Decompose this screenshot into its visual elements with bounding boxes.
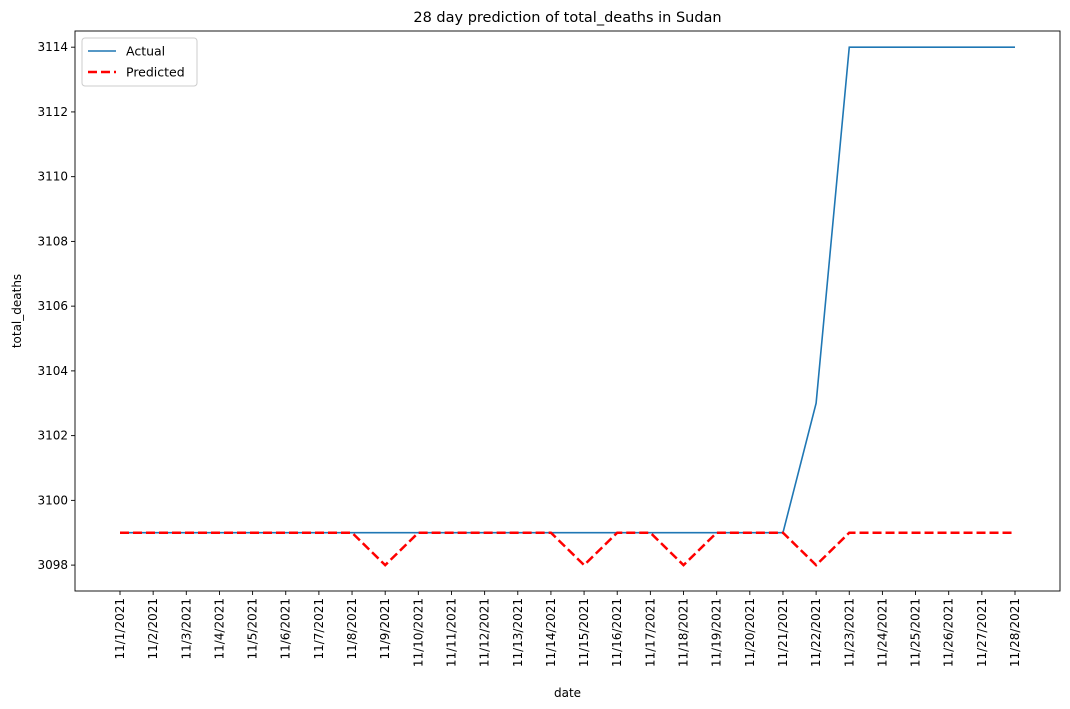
x-tick-label: 11/25/2021 (909, 598, 923, 667)
legend-label-actual: Actual (126, 44, 165, 59)
y-tick-label: 3098 (37, 558, 68, 572)
series-layer (120, 46, 1015, 567)
x-axis: 11/1/2021 11/2/2021 11/3/2021 11/4/2021 11/5… (113, 591, 1022, 667)
x-tick-label: 11/21/2021 (776, 598, 790, 667)
x-tick-label: 11/8/2021 (345, 598, 359, 660)
x-tick-label: 11/13/2021 (511, 598, 525, 667)
x-tick-label: 11/17/2021 (643, 598, 657, 667)
x-tick-label: 11/18/2021 (677, 598, 691, 667)
x-tick-label: 11/28/2021 (1008, 598, 1022, 667)
y-tick-label: 3100 (37, 493, 68, 507)
legend-box (81, 37, 198, 87)
x-tick-label: 11/20/2021 (743, 598, 757, 667)
y-tick-label: 3108 (37, 234, 68, 248)
y-tick-label: 3110 (37, 170, 68, 184)
x-tick-label: 11/14/2021 (544, 598, 558, 667)
x-tick-label: 11/22/2021 (809, 598, 823, 667)
series-line-predicted (120, 531, 1015, 567)
y-axis: 3098 3100 3102 3104 3106 3108 3110 3112 3114 (37, 40, 75, 572)
y-tick-label: 3106 (37, 299, 68, 313)
x-tick-label: 11/4/2021 (212, 598, 226, 660)
y-tick-label: 3102 (37, 429, 68, 443)
x-tick-label: 11/2/2021 (146, 598, 160, 660)
y-tick-label: 3114 (37, 40, 68, 54)
plot-frame (74, 30, 1061, 592)
x-tick-label: 11/16/2021 (610, 598, 624, 667)
y-tick-label: 3104 (37, 364, 68, 378)
x-tick-label: 11/3/2021 (179, 598, 193, 660)
legend: Actual Predicted (81, 37, 198, 87)
y-tick-label: 3112 (37, 105, 68, 119)
x-tick-label: 11/11/2021 (444, 598, 458, 667)
x-tick-label: 11/6/2021 (279, 598, 293, 660)
x-tick-label: 11/7/2021 (312, 598, 326, 660)
y-axis-title: total_deaths (10, 274, 24, 348)
x-tick-label: 11/12/2021 (478, 598, 492, 667)
plot-area (74, 30, 1061, 592)
x-tick-label: 11/24/2021 (875, 598, 889, 667)
x-tick-label: 11/26/2021 (942, 598, 956, 667)
x-axis-title: date (554, 686, 581, 700)
legend-label-predicted: Predicted (126, 65, 185, 80)
x-tick-label: 11/9/2021 (378, 598, 392, 660)
x-tick-label: 11/19/2021 (710, 598, 724, 667)
x-tick-label: 11/10/2021 (411, 598, 425, 667)
x-tick-label: 11/1/2021 (113, 598, 127, 660)
series-line-actual (120, 46, 1015, 534)
chart-title: 28 day prediction of total_deaths in Sud… (413, 10, 721, 26)
x-tick-label: 11/5/2021 (246, 598, 260, 660)
x-tick-label: 11/23/2021 (842, 598, 856, 667)
x-tick-label: 11/15/2021 (577, 598, 591, 667)
x-tick-label: 11/27/2021 (975, 598, 989, 667)
